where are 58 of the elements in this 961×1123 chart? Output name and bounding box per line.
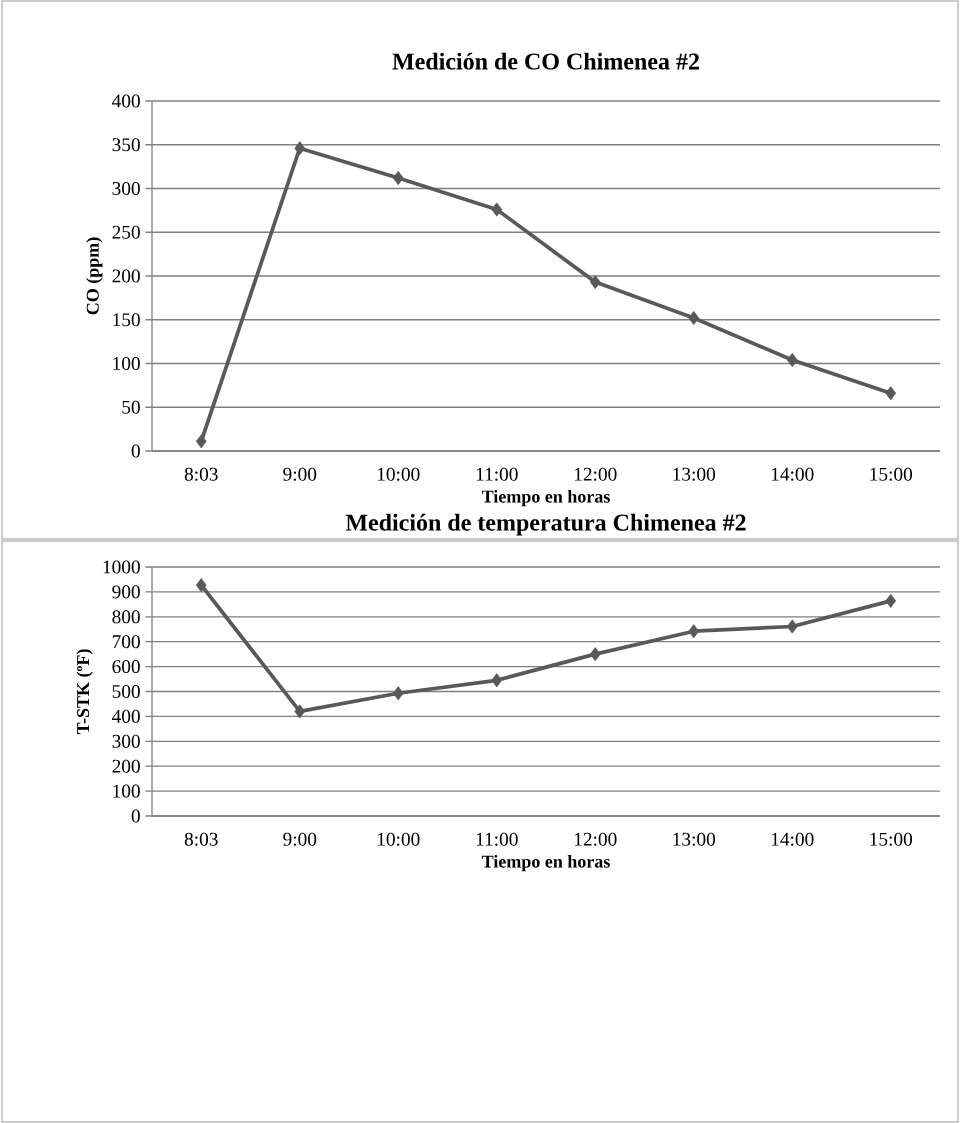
point xyxy=(491,673,503,688)
point xyxy=(589,647,601,662)
point xyxy=(589,275,601,290)
y-tick-label: 0 xyxy=(131,444,140,458)
y-tick-label: 1000 xyxy=(103,560,140,574)
y-tick-label: 400 xyxy=(112,709,140,723)
x-tick-label: 11:00 xyxy=(476,832,518,846)
y-tick-label: 300 xyxy=(112,734,140,748)
x-tick-label: 14:00 xyxy=(771,467,814,481)
point xyxy=(392,686,404,701)
x-tick-label: 8:03 xyxy=(184,832,218,846)
x-axis-title: Tiempo en horas xyxy=(481,855,610,872)
y-tick-label: 200 xyxy=(112,269,140,283)
x-tick-label: 15:00 xyxy=(870,832,913,846)
x-tick-label: 11:00 xyxy=(476,467,518,481)
x-tick-label: 8:03 xyxy=(184,467,218,481)
x-axis-title: Tiempo en horas xyxy=(481,489,610,507)
x-tick-label: 9:00 xyxy=(283,832,317,846)
x-tick-label: 12:00 xyxy=(574,467,617,481)
y-tick-label: 600 xyxy=(112,660,140,674)
point xyxy=(392,170,404,185)
y-tick-label: 50 xyxy=(122,400,140,414)
y-tick-label: 300 xyxy=(112,181,140,196)
y-axis-title: T-STK (ºF) xyxy=(76,649,93,735)
point xyxy=(294,141,306,156)
point xyxy=(195,578,207,593)
y-axis-title: CO (ppm) xyxy=(86,237,103,315)
y-tick-label: 100 xyxy=(113,784,140,798)
x-tick-label: 10:00 xyxy=(377,467,420,481)
x-tick-label: 13:00 xyxy=(673,832,716,846)
x-tick-label: 10:00 xyxy=(377,832,420,846)
point xyxy=(885,386,897,401)
point xyxy=(294,704,306,719)
x-tick-label: 12:00 xyxy=(574,832,617,846)
point xyxy=(688,310,700,325)
y-tick-label: 700 xyxy=(112,635,140,649)
y-tick-label: 200 xyxy=(112,759,140,773)
y-tick-label: 500 xyxy=(112,684,140,699)
y-tick-label: 100 xyxy=(113,356,140,371)
y-tick-label: 400 xyxy=(112,94,140,108)
y-tick-label: 150 xyxy=(113,313,140,327)
x-tick-label: 9:00 xyxy=(283,467,317,481)
y-tick-label: 800 xyxy=(112,610,140,624)
point xyxy=(491,202,503,217)
y-tick-label: 0 xyxy=(131,809,140,823)
chart-title: Medición de temperatura Chimenea #2 xyxy=(345,513,746,536)
y-tick-label: 350 xyxy=(112,138,140,152)
x-tick-label: 14:00 xyxy=(771,832,814,846)
x-tick-label: 13:00 xyxy=(673,467,716,481)
point xyxy=(195,434,207,449)
x-tick-label: 15:00 xyxy=(870,467,913,481)
point xyxy=(786,619,798,634)
chart-title: Medición de CO Chimenea #2 xyxy=(392,52,699,70)
point xyxy=(688,624,700,639)
point xyxy=(885,593,897,608)
y-tick-label: 900 xyxy=(112,585,140,599)
y-tick-label: 250 xyxy=(112,225,140,239)
point xyxy=(786,352,798,367)
